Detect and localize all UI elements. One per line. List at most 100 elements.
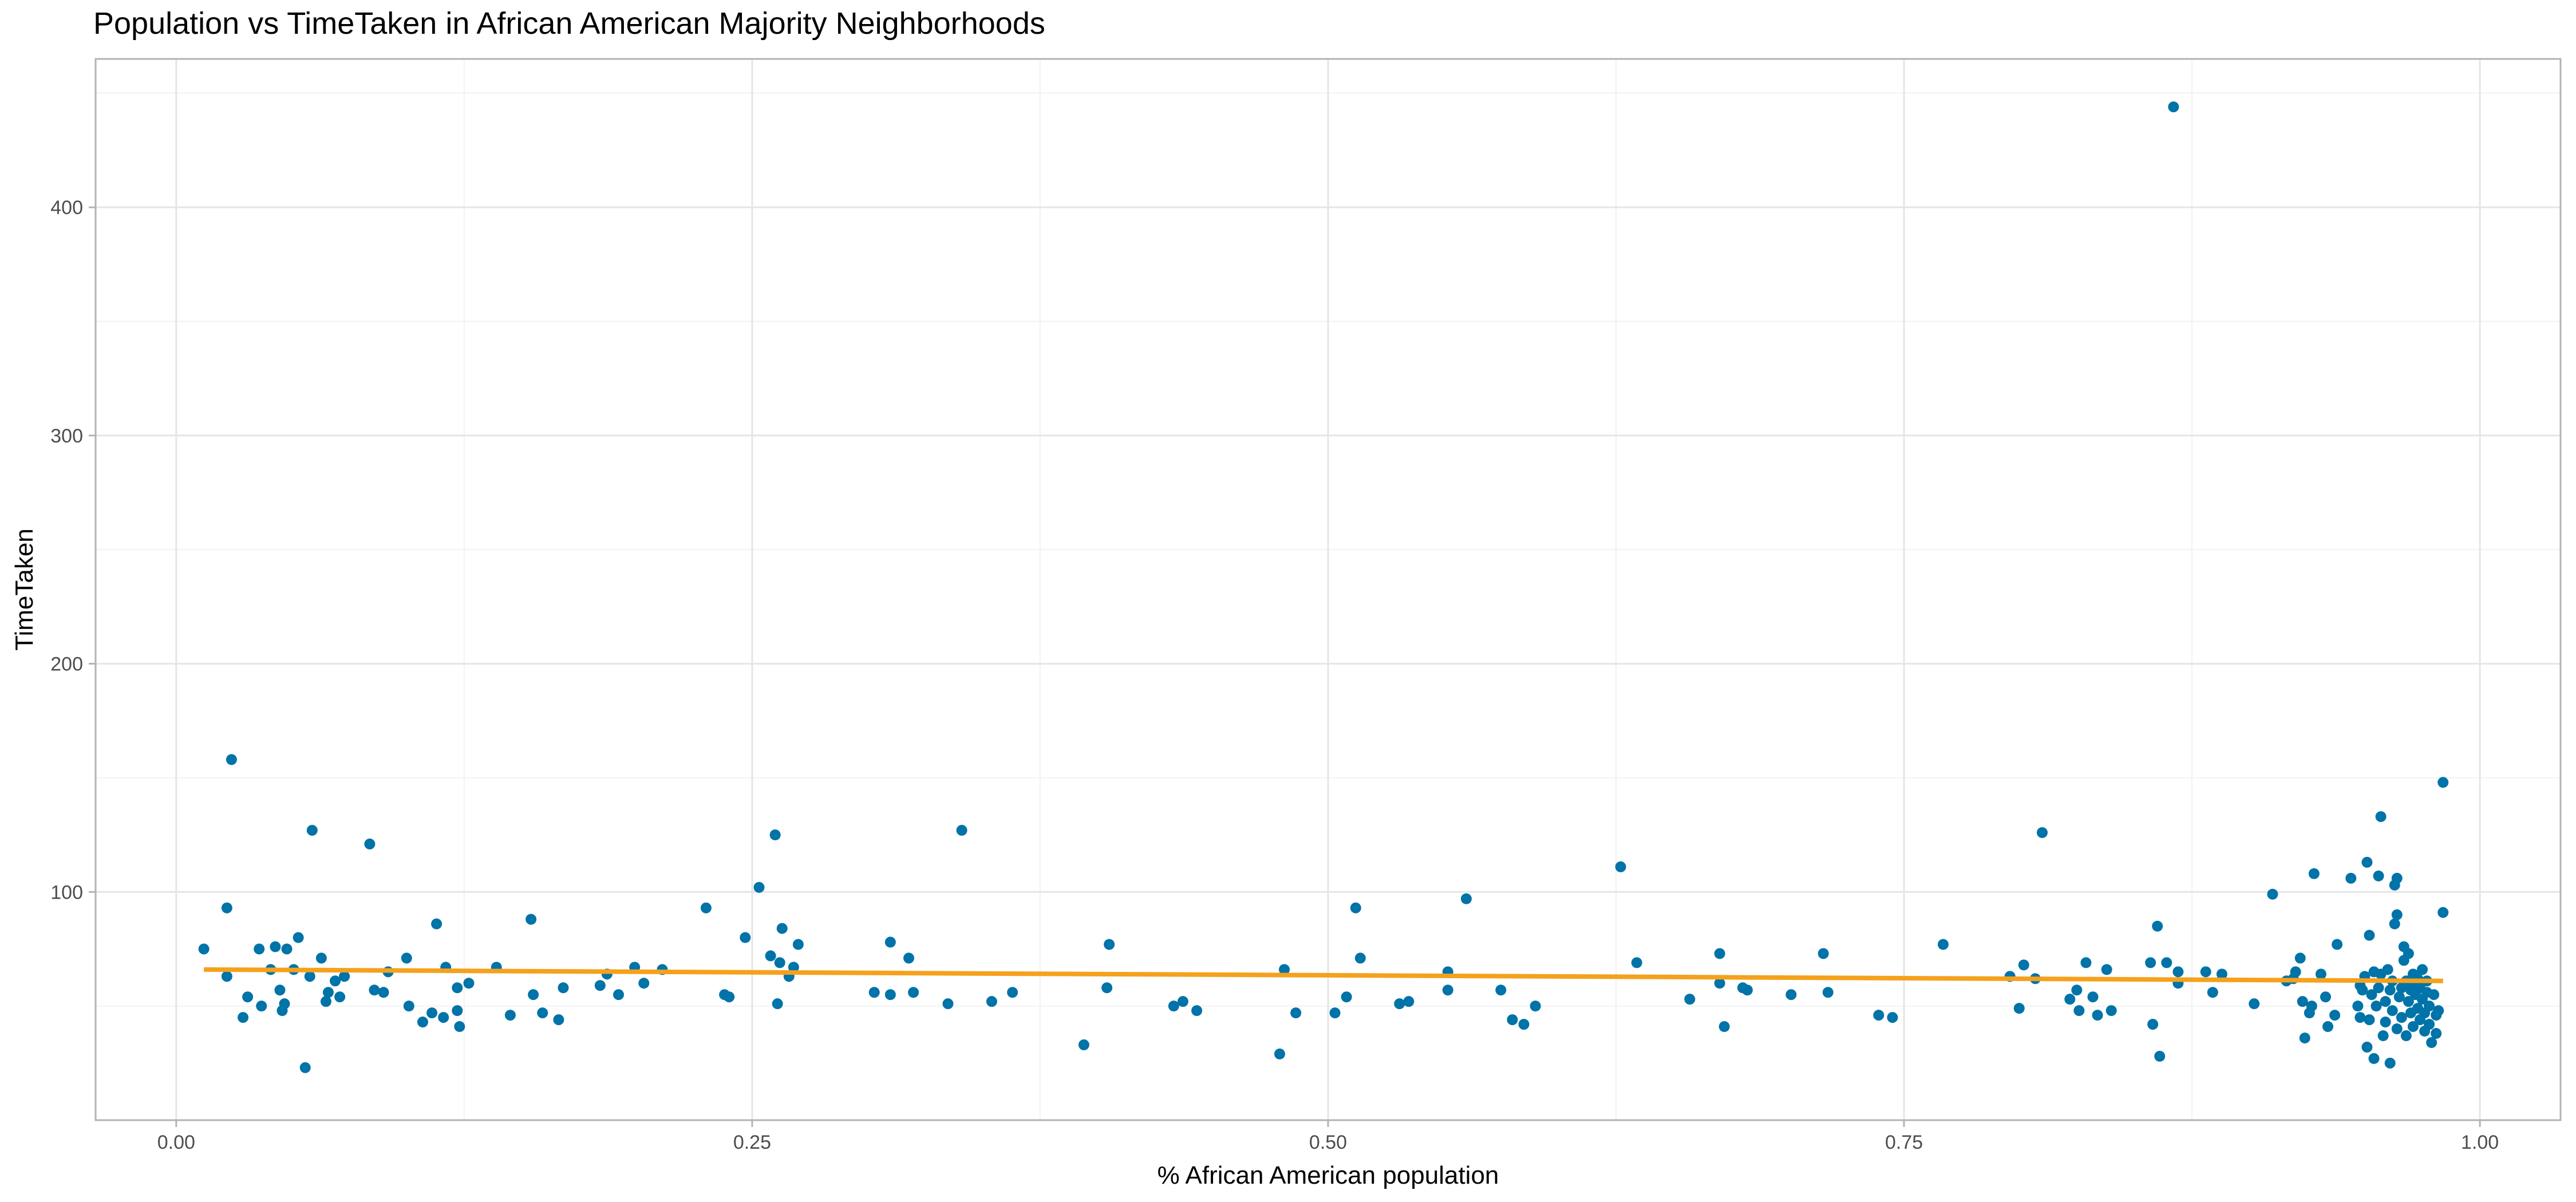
data-point bbox=[2424, 1001, 2435, 1012]
data-point bbox=[2437, 777, 2449, 788]
data-point bbox=[2380, 1017, 2391, 1028]
y-tick-label: 300 bbox=[50, 425, 83, 447]
data-point bbox=[526, 914, 537, 925]
data-point bbox=[226, 754, 237, 765]
data-point bbox=[2299, 1032, 2310, 1043]
data-point bbox=[2073, 1005, 2085, 1017]
data-point bbox=[198, 943, 210, 955]
data-point bbox=[504, 1010, 516, 1021]
data-point bbox=[2147, 1019, 2159, 1030]
data-point bbox=[1887, 1012, 1898, 1023]
data-point bbox=[1279, 964, 1290, 975]
data-point bbox=[2080, 957, 2092, 968]
data-point bbox=[2249, 998, 2260, 1010]
data-point bbox=[2403, 948, 2414, 959]
data-point bbox=[2329, 1010, 2341, 1021]
data-point bbox=[792, 939, 804, 950]
data-point bbox=[724, 991, 735, 1003]
data-point bbox=[401, 952, 412, 964]
data-point bbox=[452, 1005, 463, 1017]
data-point bbox=[2294, 952, 2306, 964]
data-point bbox=[2071, 984, 2083, 996]
data-point bbox=[2428, 989, 2440, 1001]
x-tick-label: 1.00 bbox=[2461, 1132, 2499, 1153]
data-point bbox=[1518, 1019, 1530, 1030]
data-point bbox=[2417, 964, 2428, 975]
x-tick-label: 0.00 bbox=[157, 1132, 195, 1153]
data-point bbox=[2092, 1010, 2103, 1021]
data-point bbox=[1442, 984, 1453, 996]
data-point bbox=[2364, 1014, 2375, 1026]
data-point bbox=[1714, 978, 1725, 989]
data-point bbox=[2361, 856, 2373, 868]
data-point bbox=[2384, 1057, 2396, 1069]
data-point bbox=[2433, 1005, 2444, 1017]
data-point bbox=[1274, 1048, 1285, 1059]
data-point bbox=[2290, 966, 2301, 978]
data-point bbox=[1822, 987, 1834, 998]
data-point bbox=[2391, 872, 2403, 884]
data-point bbox=[1168, 1001, 1179, 1012]
data-point bbox=[2366, 989, 2377, 1001]
data-point bbox=[270, 941, 281, 952]
data-point bbox=[2064, 994, 2076, 1005]
data-point bbox=[403, 1001, 414, 1012]
data-point bbox=[438, 1012, 449, 1023]
data-point bbox=[2407, 1021, 2419, 1033]
data-point bbox=[1290, 1007, 1302, 1019]
data-point bbox=[306, 825, 318, 836]
data-point bbox=[2101, 964, 2112, 975]
data-point bbox=[769, 829, 781, 841]
data-point bbox=[2322, 1021, 2334, 1033]
data-point bbox=[2382, 964, 2393, 975]
data-point bbox=[304, 971, 315, 982]
x-tick-label: 0.50 bbox=[1309, 1132, 1347, 1153]
data-point bbox=[638, 978, 650, 989]
data-point bbox=[1354, 952, 1366, 964]
major-gridlines bbox=[96, 59, 2561, 1120]
data-point bbox=[2013, 1003, 2025, 1014]
x-tick-label: 0.75 bbox=[1885, 1132, 1923, 1153]
chart-title: Population vs TimeTaken in African Ameri… bbox=[93, 6, 1045, 41]
data-point bbox=[1818, 948, 1829, 959]
data-point bbox=[2168, 101, 2179, 113]
data-point bbox=[868, 987, 880, 998]
data-point bbox=[537, 1007, 548, 1019]
data-point bbox=[776, 923, 788, 934]
data-point bbox=[330, 975, 341, 987]
data-point bbox=[1714, 948, 1725, 959]
data-point bbox=[2320, 991, 2332, 1003]
data-point bbox=[1507, 1014, 1518, 1026]
data-point bbox=[613, 989, 625, 1001]
data-point bbox=[558, 982, 569, 994]
data-point bbox=[274, 984, 286, 996]
data-point bbox=[884, 989, 896, 1001]
data-point bbox=[2368, 1053, 2380, 1064]
data-point bbox=[956, 825, 967, 836]
data-point bbox=[1329, 1007, 1341, 1019]
data-point bbox=[1460, 893, 1472, 904]
data-point bbox=[2352, 1001, 2364, 1012]
data-point bbox=[1078, 1039, 1089, 1050]
data-point bbox=[256, 1001, 267, 1012]
data-point bbox=[322, 987, 334, 998]
y-tick-label: 200 bbox=[50, 654, 83, 675]
data-point bbox=[528, 989, 539, 1001]
y-axis-ticks: 100 200 300 400 bbox=[50, 197, 96, 903]
data-point bbox=[426, 1007, 438, 1019]
data-point bbox=[2267, 888, 2278, 900]
trend-line bbox=[204, 967, 2443, 983]
data-point bbox=[221, 902, 232, 914]
data-point bbox=[279, 998, 290, 1010]
data-point bbox=[1350, 902, 1361, 914]
data-point bbox=[2087, 991, 2099, 1003]
data-point bbox=[242, 991, 254, 1003]
data-point bbox=[320, 996, 331, 1007]
data-point bbox=[2403, 996, 2414, 1007]
data-point bbox=[315, 952, 327, 964]
data-point bbox=[2387, 1005, 2398, 1017]
data-point bbox=[753, 881, 765, 893]
data-point bbox=[2391, 909, 2403, 920]
data-point bbox=[417, 1017, 428, 1028]
data-point bbox=[2161, 957, 2172, 968]
